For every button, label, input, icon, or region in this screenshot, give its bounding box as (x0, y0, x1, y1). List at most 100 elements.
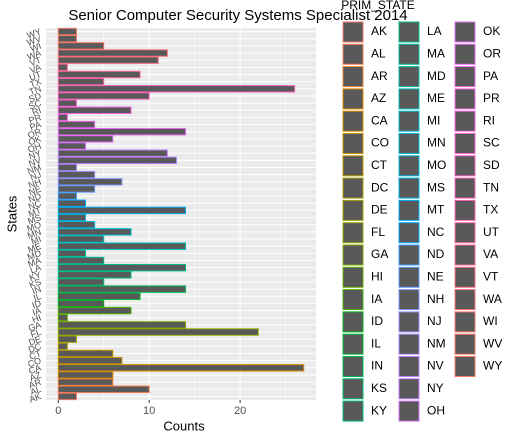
legend-label: WI (483, 314, 498, 328)
bar (57, 256, 105, 265)
bar (57, 199, 87, 207)
y-tick-label: OR (26, 126, 43, 140)
y-tick-label: NV (27, 155, 42, 169)
bar (57, 128, 187, 136)
legend-label: AL (371, 46, 386, 60)
y-tick-label: VA (28, 62, 42, 75)
legend-key (398, 244, 420, 266)
legend-key (342, 311, 364, 333)
legend-key (398, 356, 420, 377)
legend-key (398, 43, 420, 65)
legend-label: MS (427, 180, 445, 194)
bar (57, 192, 77, 200)
bar (57, 242, 187, 250)
y-tick-label: IA (31, 305, 42, 317)
legend-key (342, 110, 364, 132)
y-tick-label: MA (26, 255, 42, 269)
y-tick-label: NM (26, 162, 43, 176)
y-tick-label: WY (25, 26, 42, 40)
bar (57, 178, 123, 186)
legend-key (342, 199, 364, 221)
y-tick-label: ME (26, 241, 42, 255)
y-tick-label: WV (25, 33, 42, 47)
y-tick-label: SC (27, 98, 43, 112)
bar (57, 364, 305, 372)
legend-label: MA (427, 46, 445, 60)
legend-key (454, 133, 476, 154)
x-tick-label: 20 (234, 405, 246, 417)
legend-label: ME (427, 91, 445, 105)
legend-key (342, 222, 364, 244)
y-tick-label: KS (28, 277, 43, 291)
y-tick-label: MI (30, 234, 43, 247)
bar (57, 27, 77, 36)
bar (57, 235, 105, 243)
legend-label: TN (483, 180, 499, 194)
legend-label: TX (483, 203, 498, 217)
bar (57, 135, 114, 143)
bar (57, 285, 187, 293)
bar (57, 99, 77, 107)
y-tick-label: VT (28, 55, 43, 69)
legend-key (342, 21, 364, 43)
x-tick-label: 0 (55, 405, 61, 417)
y-tick-label: RI (31, 105, 43, 117)
legend-key (342, 266, 364, 288)
legend-key (398, 21, 420, 43)
legend-label: AR (371, 69, 388, 83)
bar (57, 106, 132, 114)
bar (57, 42, 105, 50)
y-tick-label: CT (28, 348, 43, 362)
y-tick-label: ND (27, 191, 43, 205)
bar (57, 314, 68, 322)
legend-label: GA (371, 247, 388, 261)
y-tick-label: MT (27, 205, 43, 219)
legend-key (454, 110, 476, 132)
legend-key (454, 199, 476, 221)
legend-label: PR (483, 91, 500, 105)
y-tick-label: CA (27, 363, 42, 377)
bar (57, 56, 159, 64)
legend-key (398, 199, 420, 221)
legend-key (342, 378, 364, 400)
legend-label: KS (371, 381, 387, 395)
bar (57, 342, 68, 351)
legend-key (342, 400, 364, 422)
legend-key (454, 266, 476, 288)
y-axis-title: States (4, 195, 19, 232)
bar (57, 392, 77, 401)
bar (57, 249, 87, 258)
y-tick-label: OK (27, 134, 43, 148)
legend-label: PA (483, 69, 498, 83)
legend-label: HI (371, 269, 383, 283)
legend-label: IA (371, 292, 382, 306)
legend-key (342, 333, 364, 355)
bar (57, 356, 123, 365)
bar (57, 378, 114, 386)
legend-label: NC (427, 225, 445, 239)
legend-key (454, 21, 476, 43)
bar (57, 77, 105, 86)
bar (57, 120, 96, 129)
legend-label: MT (427, 203, 445, 217)
y-tick-label: WA (26, 48, 43, 62)
bar (57, 306, 132, 315)
legend-label: NV (427, 359, 444, 373)
bar (57, 113, 68, 122)
bar (57, 163, 77, 172)
legend-label: CA (371, 113, 388, 127)
y-tick-label: HI (31, 312, 43, 324)
legend-label: DE (371, 203, 388, 217)
y-tick-label: DE (27, 334, 42, 348)
y-tick-label: NY (27, 148, 42, 162)
legend-key (454, 289, 476, 311)
legend-key (398, 311, 420, 333)
legend-label: SD (483, 158, 500, 172)
bar (57, 349, 114, 358)
legend-label: OR (483, 46, 501, 60)
y-tick-label: AL (29, 384, 43, 397)
bar (57, 170, 96, 179)
legend-label: AK (371, 24, 387, 38)
y-tick-label: IL (32, 291, 42, 303)
